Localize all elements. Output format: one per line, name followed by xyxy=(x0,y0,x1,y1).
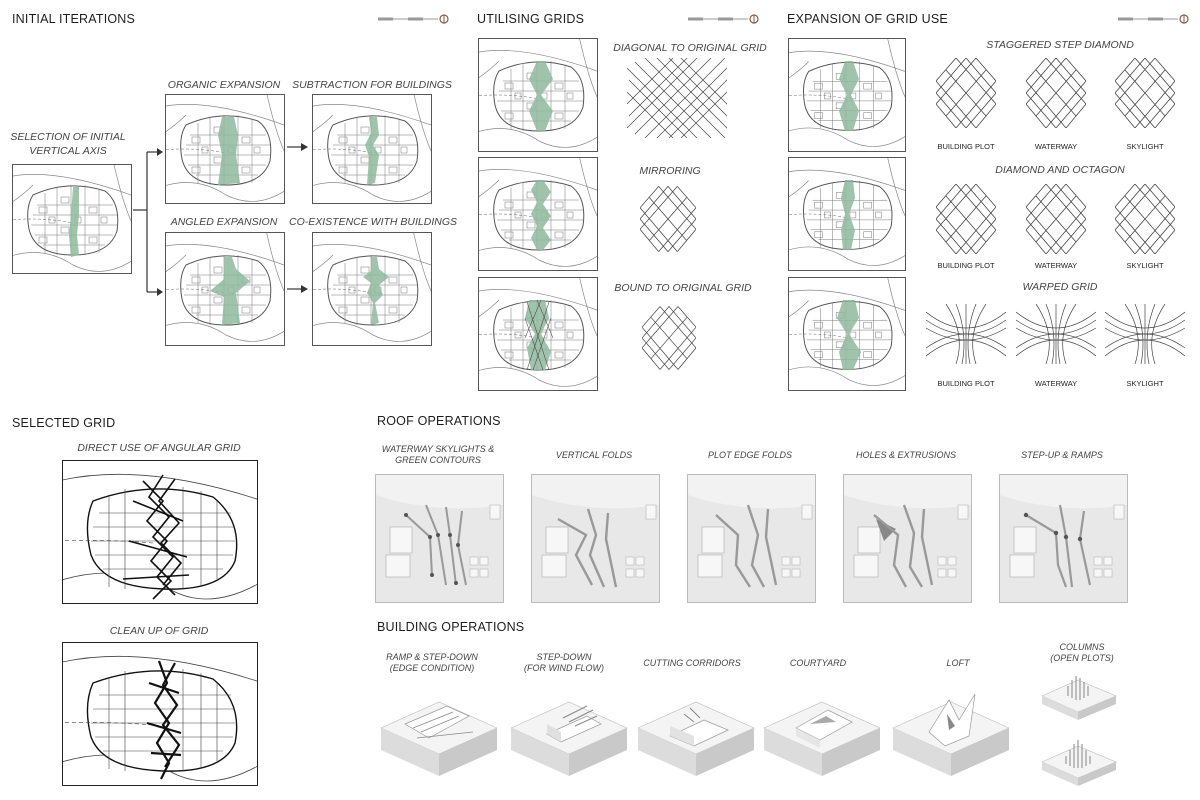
caption-stepdown-line1: STEP-DOWN xyxy=(536,652,592,662)
caption-ramp-line1: RAMP & STEP-DOWN xyxy=(386,652,478,662)
caption-selection-line2: VERTICAL AXIS xyxy=(29,145,107,158)
map-initial-axis xyxy=(12,164,132,274)
warped-waterway-diagram xyxy=(1016,304,1096,364)
caption-plot-edge-folds: PLOT EDGE FOLDS xyxy=(707,450,793,460)
map-clean-up-grid xyxy=(62,642,258,786)
block-columns-2 xyxy=(1041,740,1117,786)
block-ramp-step-down xyxy=(380,701,498,776)
label-skylight: SKYLIGHT xyxy=(1126,261,1164,270)
map-expansion-1 xyxy=(788,38,906,152)
map-direct-angular-grid xyxy=(62,460,258,604)
caption-cutting-corridors: CUTTING CORRIDORS xyxy=(643,658,741,668)
section-title-utilising-grids: UTILISING GRIDS xyxy=(477,12,585,26)
map-subtraction xyxy=(312,94,432,204)
caption-coexist: CO-EXISTENCE WITH BUILDINGS xyxy=(289,216,458,228)
section-title-initial-iterations: INITIAL ITERATIONS xyxy=(12,12,136,26)
label-building-plot: BUILDING PLOT xyxy=(937,261,995,270)
caption-vertical-folds: VERTICAL FOLDS xyxy=(555,450,633,460)
label-skylight: SKYLIGHT xyxy=(1126,379,1164,388)
map-expansion-2 xyxy=(788,157,906,271)
caption-stepdown-line2: (FOR WIND FLOW) xyxy=(524,663,604,674)
scale-bar-icon xyxy=(378,14,449,24)
caption-diagonal: DIAGONAL TO ORIGINAL GRID xyxy=(613,42,767,54)
caption-loft: LOFT xyxy=(946,658,970,668)
caption-mirroring: MIRRORING xyxy=(639,165,701,177)
caption-columns-line2: (OPEN PLOTS) xyxy=(1050,653,1114,664)
section-title-building-operations: BUILDING OPERATIONS xyxy=(377,620,525,634)
block-columns-1 xyxy=(1041,676,1117,720)
map-organic-expansion xyxy=(165,94,285,204)
caption-step-down: STEP-DOWN (FOR WIND FLOW) xyxy=(500,652,628,675)
caption-selection-line1: SELECTION OF INITIAL xyxy=(10,131,126,143)
map-coexistence xyxy=(312,232,432,346)
caption-staggered: STAGGERED STEP DIAMOND xyxy=(986,39,1134,51)
caption-clean-up: CLEAN UP OF GRID xyxy=(109,625,209,637)
caption-holes-extrusions: HOLES & EXTRUSIONS xyxy=(855,450,957,460)
block-loft xyxy=(892,693,1010,776)
caption-selection: SELECTION OF INITIAL VERTICAL AXIS xyxy=(8,130,128,158)
caption-columns: COLUMNS (OPEN PLOTS) xyxy=(1022,642,1142,665)
warped-skylight-diagram xyxy=(1105,304,1185,364)
caption-columns-line1: COLUMNS xyxy=(1059,642,1105,652)
caption-courtyard: COURTYARD xyxy=(789,658,847,668)
caption-warped: WARPED GRID xyxy=(1022,281,1098,293)
label-building-plot: BUILDING PLOT xyxy=(937,142,995,151)
map-bound-grid xyxy=(478,277,598,391)
render-waterway-skylights xyxy=(375,474,504,603)
label-waterway: WATERWAY xyxy=(1034,379,1078,388)
label-waterway: WATERWAY xyxy=(1034,142,1078,151)
caption-waterway-skylights: WATERWAY SKYLIGHTS & GREEN CONTOURS xyxy=(374,444,502,467)
staggered-building-plot-diagram xyxy=(936,58,996,128)
section-title-roof-operations: ROOF OPERATIONS xyxy=(377,414,501,428)
render-vertical-folds xyxy=(531,474,660,603)
diagonal-grid-diagram xyxy=(627,58,727,138)
caption-direct-use: DIRECT USE OF ANGULAR GRID xyxy=(77,442,241,454)
branch-arrow-icon xyxy=(133,148,163,296)
caption-diamond-octagon: DIAMOND AND OCTAGON xyxy=(995,164,1125,176)
map-diagonal-grid xyxy=(478,38,598,152)
arrow-right-icon xyxy=(287,143,308,151)
arrow-right-icon xyxy=(287,285,308,293)
label-skylight: SKYLIGHT xyxy=(1126,142,1164,151)
caption-angled: ANGLED EXPANSION xyxy=(170,216,278,228)
octagon-building-plot-diagram xyxy=(936,184,996,254)
label-building-plot: BUILDING PLOT xyxy=(937,379,995,388)
map-angled-expansion xyxy=(165,232,285,346)
caption-waterway-line2: GREEN CONTOURS xyxy=(395,455,481,466)
warped-building-plot-diagram xyxy=(926,304,1006,364)
render-holes-extrusions xyxy=(843,474,972,603)
section-title-selected-grid: SELECTED GRID xyxy=(12,416,116,430)
staggered-skylight-diagram xyxy=(1115,58,1175,128)
render-step-up-ramps xyxy=(999,474,1128,603)
caption-subtraction: SUBTRACTION FOR BUILDINGS xyxy=(292,79,452,91)
map-expansion-3 xyxy=(788,277,906,391)
caption-waterway-line1: WATERWAY SKYLIGHTS & xyxy=(381,444,495,454)
octagon-skylight-diagram xyxy=(1115,184,1175,254)
bound-grid-diagram xyxy=(642,306,696,370)
mirroring-grid-diagram xyxy=(640,186,696,252)
label-waterway: WATERWAY xyxy=(1034,261,1078,270)
map-mirroring xyxy=(478,157,598,271)
section-title-expansion-grid-use: EXPANSION OF GRID USE xyxy=(787,12,948,26)
block-courtyard xyxy=(763,701,881,776)
scale-bar-icon xyxy=(688,14,759,24)
caption-bound: BOUND TO ORIGINAL GRID xyxy=(614,282,752,294)
render-plot-edge-folds xyxy=(687,474,816,603)
caption-organic: ORGANIC EXPANSION xyxy=(167,79,281,91)
caption-step-up-ramps: STEP-UP & RAMPS xyxy=(1021,450,1103,460)
octagon-waterway-diagram xyxy=(1026,184,1086,254)
staggered-waterway-diagram xyxy=(1026,58,1086,128)
caption-ramp-line2: (EDGE CONDITION) xyxy=(389,663,475,674)
caption-ramp-step-down: RAMP & STEP-DOWN (EDGE CONDITION) xyxy=(368,652,496,675)
block-step-down xyxy=(510,701,628,776)
scale-bar-icon xyxy=(1118,14,1189,24)
block-cutting-corridors xyxy=(637,701,755,776)
